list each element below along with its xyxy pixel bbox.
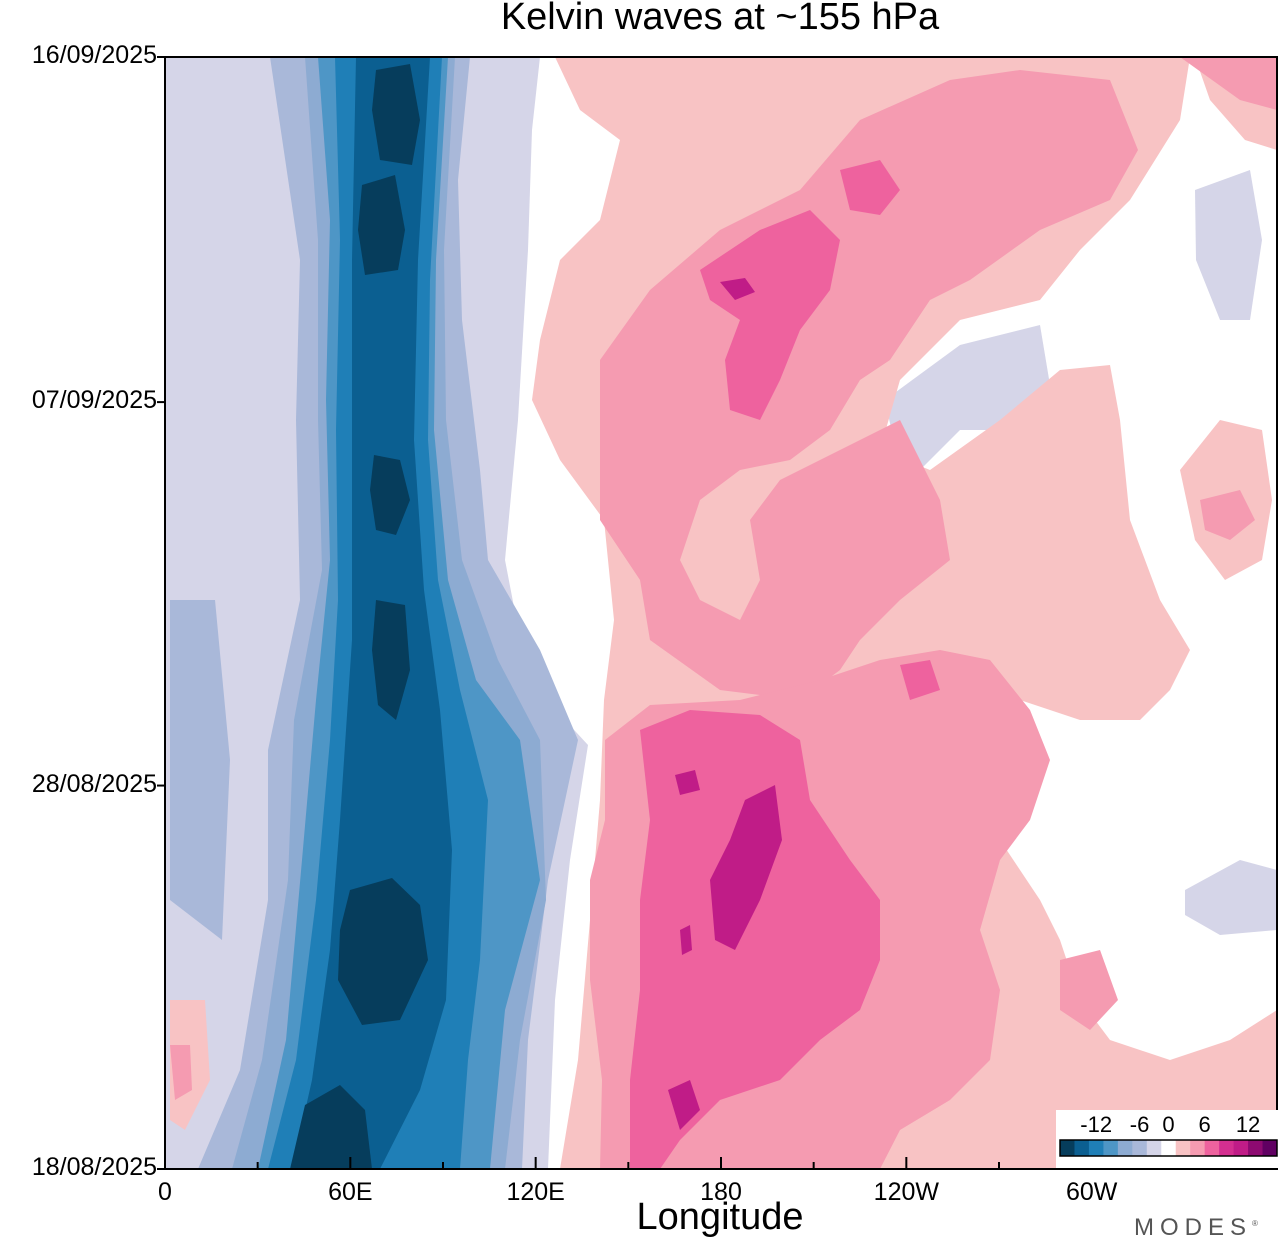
colorbar-tick-label: 6	[1198, 1112, 1211, 1137]
modes-brand-logo: MODES®	[1134, 1214, 1258, 1241]
contour-pos-6	[700, 210, 840, 420]
colorbar-swatch	[1233, 1140, 1249, 1156]
colorbar-swatch	[1190, 1140, 1206, 1156]
colorbar-swatch	[1175, 1140, 1191, 1156]
colorbar-tick-label: -6	[1129, 1112, 1150, 1137]
y-tick-marks	[157, 56, 165, 1170]
colorbar-swatch	[1219, 1140, 1235, 1156]
contour-neg-12	[292, 57, 452, 1169]
colorbar-swatch	[1262, 1140, 1278, 1156]
contour-pos-4	[600, 70, 1138, 700]
x-tick-label: 120W	[873, 1178, 939, 1206]
colorbar	[1056, 1110, 1279, 1168]
colorbar-tick-label: 0	[1162, 1112, 1175, 1137]
x-tick-label: 60E	[328, 1178, 373, 1206]
colorbar-swatch	[1204, 1140, 1220, 1156]
colorbar-background	[1056, 1110, 1279, 1168]
contour-field	[165, 57, 1277, 1169]
x-tick-label: 0	[158, 1178, 172, 1206]
colorbar-swatch	[1248, 1140, 1264, 1156]
contour-pos-10	[720, 278, 755, 300]
colorbar-swatch	[1088, 1140, 1104, 1156]
colorbar-tick-label: 12	[1235, 1112, 1261, 1137]
colorbar-swatch	[1117, 1140, 1133, 1156]
chart-title: Kelvin waves at ~155 hPa	[500, 0, 940, 38]
y-tick-label: 28/08/2025	[31, 769, 157, 798]
colorbar-swatch	[1074, 1140, 1090, 1156]
colorbar-swatch	[1161, 1140, 1177, 1156]
y-tick-label: 18/08/2025	[31, 1153, 157, 1181]
colorbar-frame	[1059, 1139, 1278, 1157]
colorbar-swatch	[1132, 1140, 1148, 1156]
colorbar-swatch	[1103, 1140, 1119, 1156]
contour-neg-14	[372, 64, 420, 165]
x-tick-label: 60W	[1065, 1178, 1118, 1206]
colorbar-swatch	[1060, 1140, 1075, 1156]
y-tick-label: 16/09/2025	[31, 41, 157, 69]
colorbar-swatch	[1146, 1140, 1162, 1156]
colorbar-tick-label: -12	[1080, 1112, 1113, 1137]
x-tick-label: 120E	[506, 1178, 565, 1206]
x-axis-label: Longitude	[636, 1196, 804, 1238]
y-tick-label: 07/09/2025	[31, 386, 157, 415]
x-tick-label: 180	[700, 1178, 742, 1206]
